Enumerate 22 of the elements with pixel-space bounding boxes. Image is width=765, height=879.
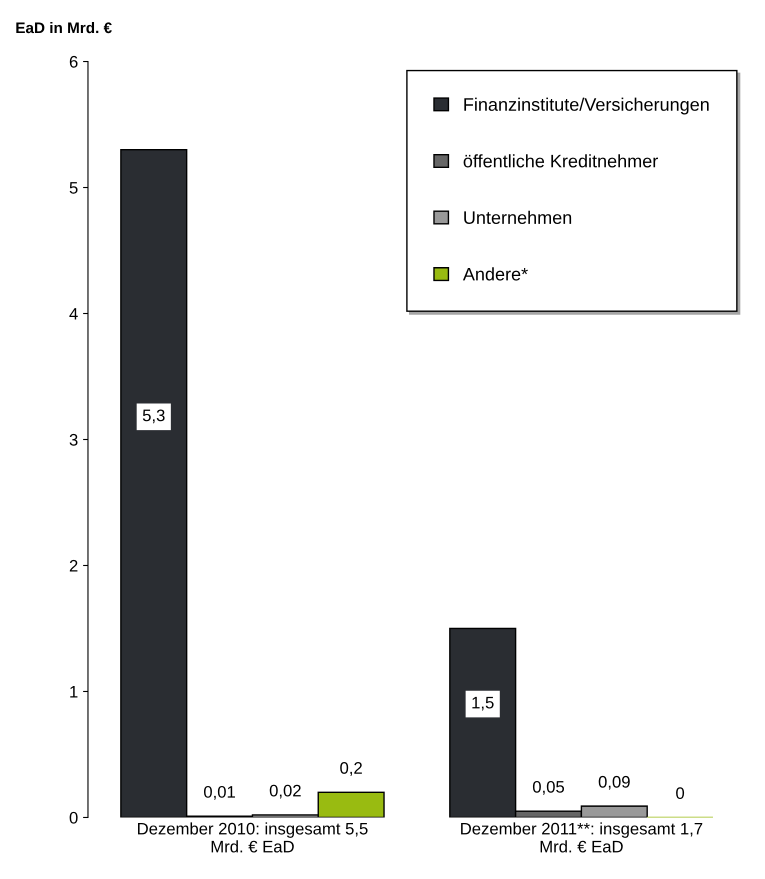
legend-label: öffentliche Kreditnehmer <box>464 154 658 168</box>
data-label: 0,2 <box>340 762 362 776</box>
data-label: 0,05 <box>532 780 564 795</box>
y-axis-title: EaD in Mrd. € <box>16 22 112 34</box>
data-label: 0,09 <box>598 776 630 790</box>
x-tick-label: Dezember 2011**: insgesamt 1,7 Mrd. € EaD <box>461 822 702 853</box>
legend-label: Unternehmen <box>464 210 572 224</box>
data-label: 0,02 <box>270 784 301 799</box>
y-tick-label: 2 <box>70 560 78 572</box>
data-label: 1,5 <box>472 696 494 711</box>
y-tick-label: 1 <box>70 686 78 698</box>
data-label: 0 <box>676 787 684 800</box>
data-label: 5,3 <box>142 409 165 424</box>
x-tick-label: Dezember 2010: insgesamt 5,5 Mrd. € EaD <box>138 822 368 853</box>
y-tick-label: 6 <box>70 56 78 68</box>
legend-label: Finanzinstitute/Versicherungen <box>464 98 709 114</box>
y-tick-label: 4 <box>69 308 78 320</box>
y-tick-label: 0 <box>70 812 78 824</box>
legend-label: Andere* <box>462 267 528 281</box>
y-tick-label: 3 <box>70 434 78 446</box>
y-tick-label: 5 <box>70 182 78 194</box>
data-label: 0,01 <box>204 786 235 800</box>
